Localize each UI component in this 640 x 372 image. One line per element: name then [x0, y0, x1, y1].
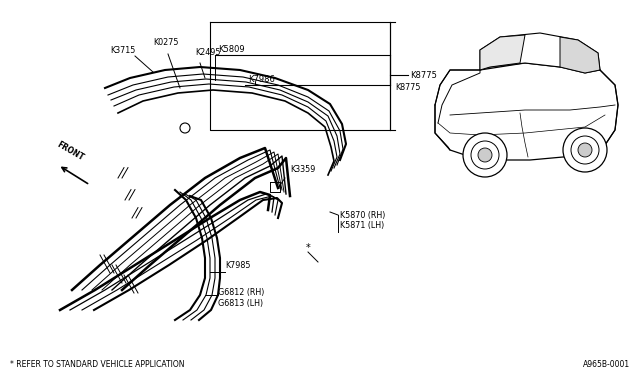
- Text: G6812 (RH): G6812 (RH): [218, 288, 264, 297]
- Polygon shape: [435, 63, 618, 160]
- Text: K7986: K7986: [248, 75, 275, 84]
- Text: K8775: K8775: [410, 71, 437, 80]
- Text: FRONT: FRONT: [55, 140, 85, 162]
- Text: G6813 (LH): G6813 (LH): [218, 299, 263, 308]
- Text: K5870 (RH): K5870 (RH): [340, 211, 385, 220]
- Text: K5871 (LH): K5871 (LH): [340, 221, 384, 230]
- Polygon shape: [560, 37, 600, 73]
- Text: K5809: K5809: [218, 45, 244, 54]
- Circle shape: [563, 128, 607, 172]
- Text: K8775: K8775: [395, 83, 420, 92]
- Polygon shape: [480, 35, 525, 70]
- Text: *: *: [306, 243, 310, 253]
- Text: K2495: K2495: [195, 48, 221, 57]
- Text: K3715: K3715: [110, 46, 136, 55]
- Circle shape: [180, 123, 190, 133]
- Text: K7985: K7985: [225, 261, 250, 270]
- Text: K0275: K0275: [153, 38, 179, 47]
- Circle shape: [471, 141, 499, 169]
- Circle shape: [463, 133, 507, 177]
- Text: A965B-0001: A965B-0001: [583, 360, 630, 369]
- Circle shape: [578, 143, 592, 157]
- Text: * REFER TO STANDARD VEHICLE APPLICATION: * REFER TO STANDARD VEHICLE APPLICATION: [10, 360, 184, 369]
- Polygon shape: [480, 33, 600, 73]
- Circle shape: [571, 136, 599, 164]
- Circle shape: [478, 148, 492, 162]
- Text: K3359: K3359: [290, 165, 316, 174]
